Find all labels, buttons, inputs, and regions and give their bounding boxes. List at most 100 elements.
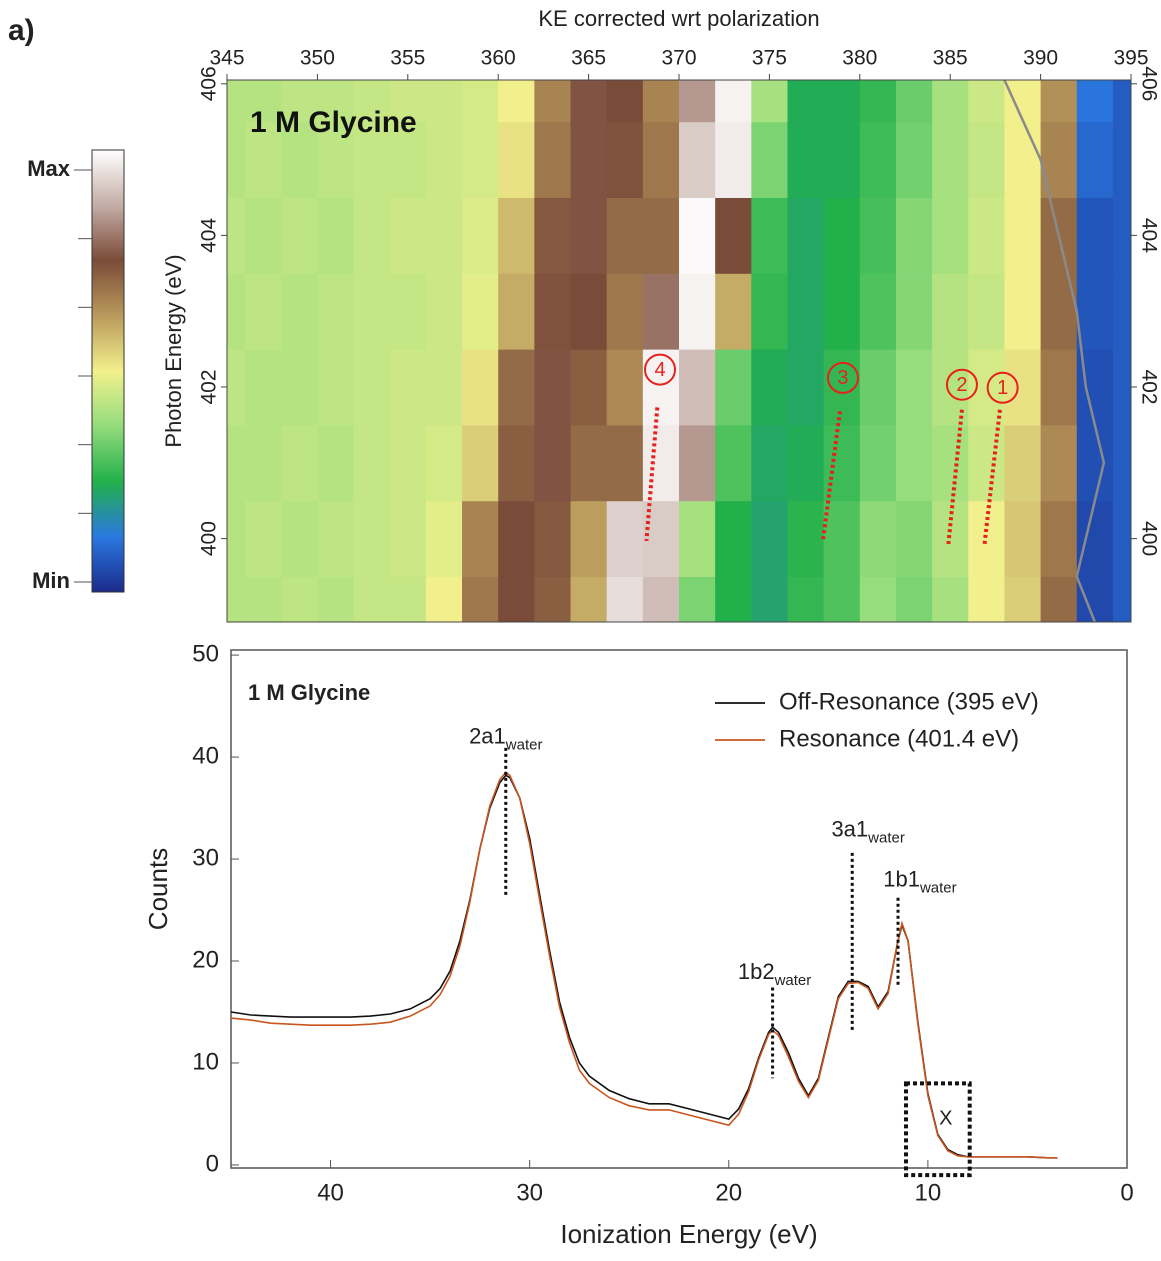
heat-cell	[823, 273, 861, 350]
heat-cell	[534, 500, 572, 578]
x-tick-label: 20	[715, 1179, 742, 1206]
heat-cell	[425, 273, 463, 350]
heat-cell	[570, 349, 608, 426]
heat-cell	[679, 121, 716, 198]
heat-cell	[1112, 273, 1131, 350]
heat-cell	[1076, 500, 1114, 578]
heat-cell	[968, 197, 1005, 274]
heat-cell	[570, 424, 608, 502]
heat-cell	[606, 349, 644, 426]
heat-cell	[498, 576, 535, 622]
heat-cell	[751, 349, 788, 426]
heat-cell	[1004, 349, 1042, 426]
heat-cell	[353, 121, 391, 198]
heat-cell	[245, 121, 282, 198]
heat-cell	[570, 576, 608, 622]
heat-cell	[859, 197, 897, 274]
heat-cell	[317, 80, 355, 123]
x-tick-label: 360	[481, 47, 516, 70]
x-tick-label: 10	[915, 1179, 942, 1206]
heat-cell	[787, 349, 825, 426]
heat-cell	[227, 500, 246, 578]
heat-cell	[425, 576, 463, 622]
colorbar-label: Min	[32, 568, 70, 593]
heat-cell	[245, 349, 282, 426]
x-tick-label: 345	[209, 47, 244, 70]
heat-cell	[498, 273, 535, 350]
colorbar-label: Max	[27, 156, 71, 181]
heat-cell	[787, 197, 825, 274]
heat-cell	[1112, 576, 1131, 622]
annotation-label: 2	[956, 374, 967, 396]
heat-cell	[823, 80, 861, 123]
heat-cell	[534, 197, 572, 274]
heat-cell	[353, 80, 391, 123]
heat-cell	[281, 197, 318, 274]
y-tick-label: 0	[206, 1150, 219, 1177]
heat-cell	[353, 349, 391, 426]
legend-label: Off-Resonance (395 eV)	[779, 688, 1039, 715]
heat-cell	[353, 424, 391, 502]
annotation-circle	[986, 371, 1019, 404]
heat-cell	[823, 500, 861, 578]
heat-cell	[968, 424, 1005, 502]
heat-cell	[227, 349, 246, 426]
peak-label-main: 2a1	[469, 724, 506, 749]
y-tick-label: 406	[198, 66, 221, 101]
heat-cell	[859, 80, 897, 123]
x-tick-label: 380	[842, 47, 877, 70]
heat-cell	[642, 80, 680, 123]
heat-cell	[281, 576, 318, 622]
heat-cell	[606, 80, 644, 123]
heat-cell	[642, 197, 680, 274]
heat-cell	[353, 500, 391, 578]
heat-cell	[534, 576, 572, 622]
y2-tick-label: 406	[1137, 66, 1160, 101]
y-tick-label: 40	[192, 742, 219, 769]
heat-cell	[1040, 424, 1078, 502]
annotation-circle	[945, 368, 978, 401]
heat-cell	[1112, 80, 1131, 123]
heat-cell	[245, 273, 282, 350]
heat-cell	[715, 80, 752, 123]
heat-cell	[1112, 121, 1131, 198]
y2-tick-label: 402	[1137, 369, 1160, 404]
heat-cell	[1040, 273, 1078, 350]
peak-label-main: 1b1	[883, 866, 920, 891]
heat-cell	[425, 197, 463, 274]
heat-cell	[932, 197, 969, 274]
y-axis-title: Photon Energy (eV)	[161, 254, 186, 447]
heat-cell	[1004, 80, 1042, 123]
heat-cell	[1004, 121, 1042, 198]
heat-cell	[1076, 80, 1114, 123]
heat-cell	[534, 273, 572, 350]
peak-label: 2a1water	[469, 724, 542, 754]
heat-cell	[389, 80, 427, 123]
heat-cell	[859, 576, 897, 622]
heat-cell	[751, 424, 788, 502]
heat-cell	[968, 349, 1005, 426]
peak-label-sub: water	[774, 972, 812, 989]
series-line	[230, 771, 1058, 1159]
annotation-line	[946, 409, 964, 545]
heat-cell	[859, 349, 897, 426]
region-box	[903, 1081, 972, 1178]
heat-cell	[968, 121, 1005, 198]
heat-cell	[715, 349, 752, 426]
heat-cell	[932, 80, 969, 123]
heat-cell	[751, 273, 788, 350]
y-tick-label: 402	[198, 369, 221, 404]
heat-cell	[787, 80, 825, 123]
heat-cell	[1004, 500, 1042, 578]
heat-cell	[679, 273, 716, 350]
heat-cell	[227, 121, 246, 198]
panel-label: a)	[8, 14, 35, 47]
heat-cell	[1040, 576, 1078, 622]
heat-cell	[1040, 349, 1078, 426]
y-tick-label: 20	[192, 946, 219, 973]
heat-cell	[1004, 424, 1042, 502]
heat-cell	[281, 500, 318, 578]
heat-cell	[462, 576, 499, 622]
heat-cell	[462, 273, 499, 350]
heat-cell	[1112, 424, 1131, 502]
